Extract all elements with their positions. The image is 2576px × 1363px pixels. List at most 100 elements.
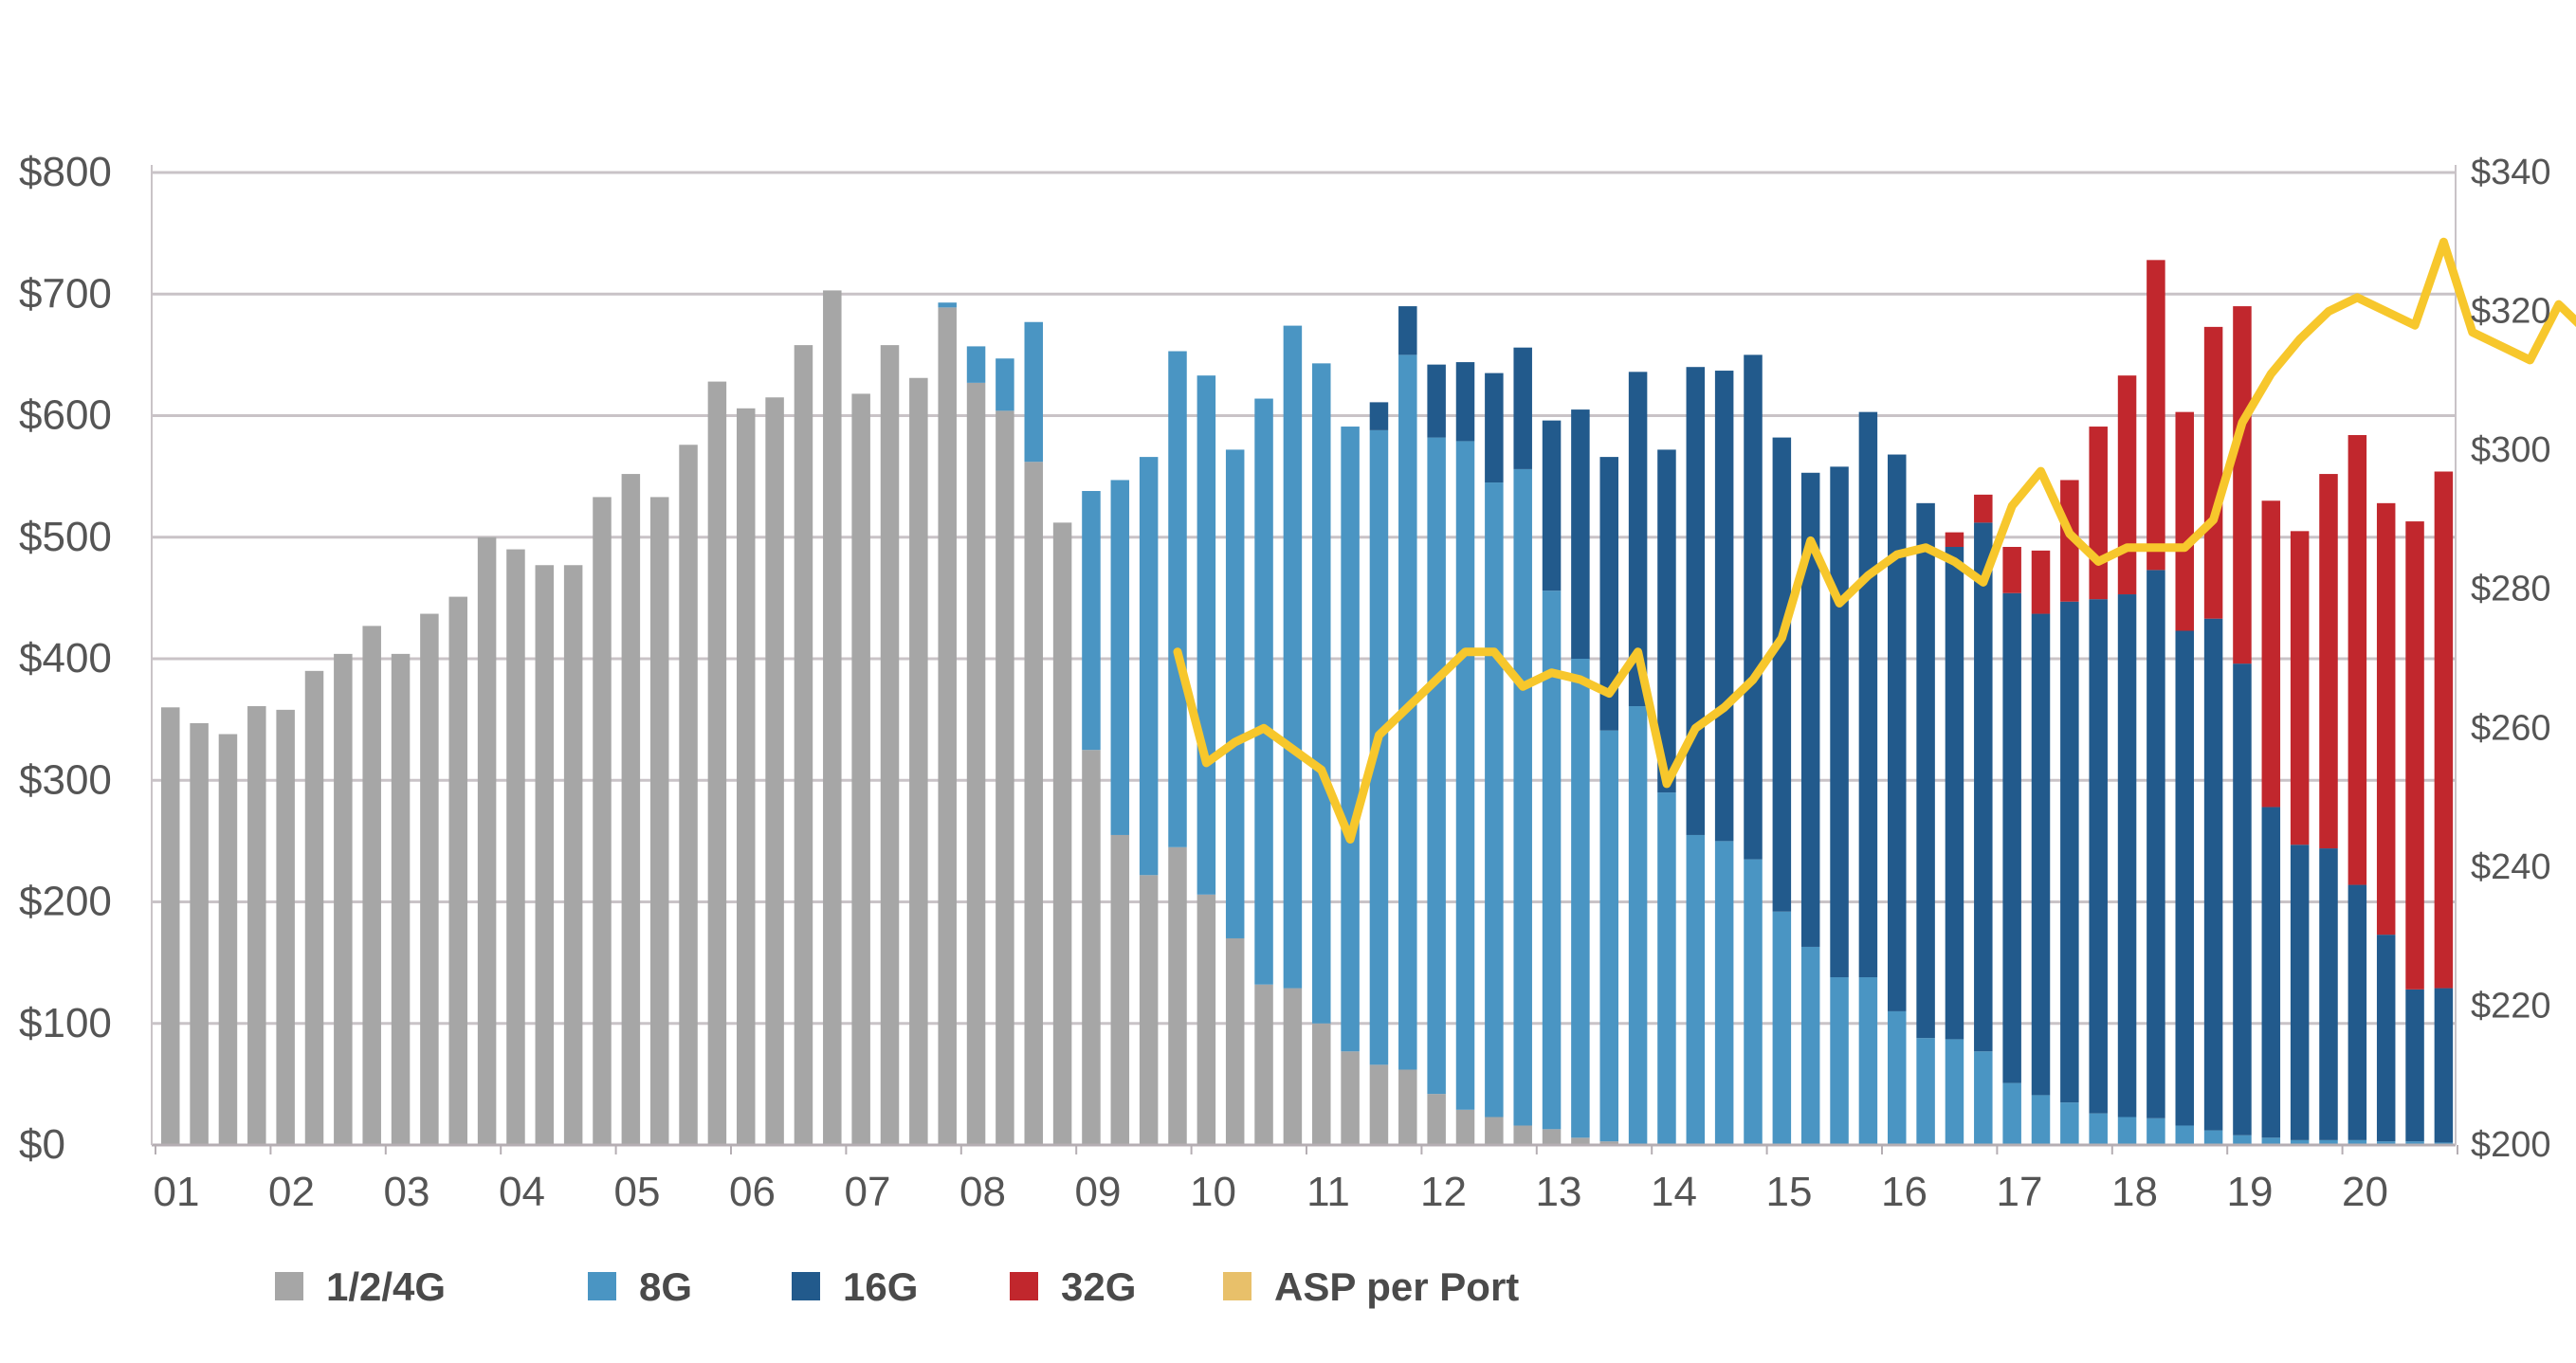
bar-124g bbox=[362, 626, 381, 1145]
bar-124g bbox=[649, 497, 669, 1145]
legend-label: 1/2/4G bbox=[326, 1264, 446, 1309]
bar-8g bbox=[2405, 1141, 2424, 1145]
right-tick-label: $200 bbox=[2471, 1125, 2551, 1165]
left-tick-label: $800 bbox=[19, 149, 112, 195]
bar-8g bbox=[1772, 911, 1792, 1145]
bar-124g bbox=[420, 613, 439, 1145]
x-tick-label: 10 bbox=[1190, 1169, 1236, 1215]
bar-8g bbox=[1916, 1038, 1935, 1145]
bar-16g bbox=[1513, 347, 1532, 469]
bar-32g bbox=[2002, 547, 2021, 593]
bar-8g bbox=[938, 302, 957, 308]
legend-label: 8G bbox=[639, 1264, 692, 1309]
bar-124g bbox=[1513, 1125, 1532, 1145]
bar-8g bbox=[2233, 1135, 2252, 1145]
legend-swatch bbox=[1010, 1272, 1038, 1300]
legend-label: ASP per Port bbox=[1274, 1264, 1519, 1309]
bar-8g bbox=[2261, 1137, 2281, 1145]
right-tick-label: $260 bbox=[2471, 708, 2551, 748]
legend-item: 32G bbox=[1010, 1264, 1136, 1309]
bar-16g bbox=[1485, 373, 1504, 483]
bar-16g bbox=[1888, 454, 1907, 1011]
bar-124g bbox=[1168, 846, 1187, 1145]
bar-16g bbox=[1830, 466, 1849, 978]
bar-124g bbox=[909, 377, 928, 1145]
bar-16g bbox=[2376, 935, 2396, 1142]
bar-124g bbox=[535, 565, 555, 1145]
bar-124g bbox=[1225, 937, 1245, 1145]
bar-16g bbox=[2290, 845, 2310, 1140]
bar-16g bbox=[1369, 402, 1389, 430]
bar-32g bbox=[1945, 532, 1964, 548]
legend-item: 16G bbox=[792, 1264, 918, 1309]
legend-item: 8G bbox=[588, 1264, 692, 1309]
x-tick-label: 02 bbox=[268, 1169, 315, 1215]
bar-124g bbox=[1254, 984, 1273, 1145]
legend-swatch bbox=[588, 1272, 616, 1300]
asp-per-port-line bbox=[1173, 237, 2576, 844]
x-tick-label: 04 bbox=[499, 1169, 545, 1215]
legend-swatch bbox=[275, 1272, 303, 1300]
bar-8g bbox=[1225, 449, 1245, 938]
bar-8g bbox=[1110, 480, 1130, 835]
bar-124g bbox=[1197, 894, 1216, 1145]
bar-8g bbox=[1686, 834, 1706, 1145]
left-tick-label: $600 bbox=[19, 392, 112, 439]
x-tick-label: 13 bbox=[1536, 1169, 1582, 1215]
right-tick-label: $280 bbox=[2471, 570, 2551, 609]
bar-16g bbox=[2147, 570, 2165, 1118]
x-tick-label: 17 bbox=[1997, 1169, 2043, 1215]
bar-8g bbox=[1024, 321, 1043, 463]
bar-8g bbox=[966, 346, 986, 383]
left-tick-label: $500 bbox=[19, 514, 112, 560]
x-tick-label: 12 bbox=[1420, 1169, 1467, 1215]
bar-8g bbox=[2175, 1125, 2194, 1145]
bar-8g bbox=[1714, 841, 1734, 1145]
bar-8g bbox=[2031, 1095, 2051, 1145]
bar-124g bbox=[1341, 1051, 1360, 1145]
bar-124g bbox=[1312, 1023, 1331, 1145]
bar-16g bbox=[2261, 807, 2281, 1138]
left-tick-label: $0 bbox=[19, 1121, 65, 1168]
right-tick-label: $240 bbox=[2471, 847, 2551, 887]
bar-124g bbox=[304, 670, 324, 1145]
bar-8g bbox=[1513, 468, 1532, 1126]
bar-124g bbox=[1139, 875, 1159, 1145]
bar-16g bbox=[2175, 630, 2194, 1126]
right-tick-label: $220 bbox=[2471, 986, 2551, 1026]
bar-124g bbox=[1427, 1094, 1446, 1145]
bar-16g bbox=[1427, 364, 1446, 438]
legend-label: 16G bbox=[843, 1264, 918, 1309]
bar-8g bbox=[996, 358, 1014, 411]
x-tick-label: 14 bbox=[1651, 1169, 1697, 1215]
bar-124g bbox=[1369, 1064, 1389, 1145]
x-tick-label: 08 bbox=[959, 1169, 1006, 1215]
bar-8g bbox=[2147, 1118, 2165, 1145]
bar-16g bbox=[2117, 594, 2137, 1118]
bar-8g bbox=[1974, 1051, 1993, 1145]
bar-8g bbox=[1427, 437, 1446, 1095]
bar-8g bbox=[1168, 351, 1187, 847]
bar-124g bbox=[737, 408, 756, 1145]
bar-8g bbox=[2002, 1082, 2021, 1145]
bar-32g bbox=[2290, 531, 2310, 845]
bar-8g bbox=[1858, 977, 1878, 1145]
bar-124g bbox=[1110, 834, 1130, 1145]
left-tick-label: $400 bbox=[19, 635, 112, 682]
bar-16g bbox=[2405, 989, 2424, 1142]
bar-8g bbox=[1197, 375, 1216, 895]
bar-124g bbox=[334, 653, 353, 1145]
bar-124g bbox=[1455, 1109, 1475, 1145]
legend-label: 32G bbox=[1061, 1264, 1136, 1309]
bar-32g bbox=[2031, 550, 2051, 614]
bar-124g bbox=[247, 706, 266, 1145]
bar-32g bbox=[2203, 326, 2223, 619]
bar-8g bbox=[1945, 1039, 1964, 1145]
bar-16g bbox=[2031, 613, 2051, 1096]
gridlines bbox=[152, 171, 2456, 1026]
bar-124g bbox=[851, 393, 870, 1145]
bar-124g bbox=[1542, 1129, 1562, 1145]
bar-124g bbox=[1485, 1117, 1504, 1145]
left-axis-ticks: $0 $100 $200 $300 $400 $500 $600 $700 $800 bbox=[19, 149, 112, 1168]
